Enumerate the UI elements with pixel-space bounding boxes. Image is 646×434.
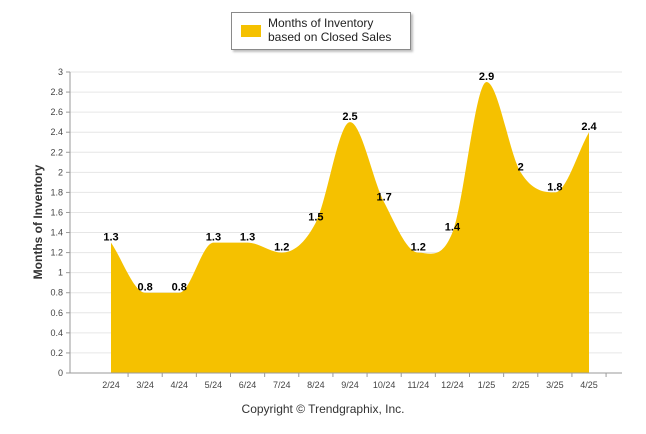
x-tick-label: 3/24 bbox=[136, 380, 154, 390]
y-tick-label: 0.4 bbox=[50, 328, 63, 338]
x-tick-label: 1/25 bbox=[478, 380, 496, 390]
data-label: 2.4 bbox=[581, 121, 597, 133]
x-tick-label: 4/24 bbox=[171, 380, 189, 390]
y-tick-label: 1.8 bbox=[50, 187, 63, 197]
legend: Months of Inventory based on Closed Sale… bbox=[231, 12, 411, 50]
data-label: 1.8 bbox=[547, 181, 562, 193]
legend-swatch bbox=[241, 25, 261, 37]
y-axis-title: Months of Inventory bbox=[31, 164, 45, 279]
y-tick-label: 0.8 bbox=[50, 288, 63, 298]
y-tick-label: 1.6 bbox=[50, 207, 63, 217]
y-tick-label: 2.2 bbox=[50, 147, 63, 157]
x-tick-label: 2/25 bbox=[512, 380, 530, 390]
data-label: 0.8 bbox=[172, 282, 187, 294]
x-tick-label: 8/24 bbox=[307, 380, 325, 390]
y-tick-label: 1.4 bbox=[50, 228, 63, 238]
y-tick-label: 0.2 bbox=[50, 348, 63, 358]
data-label: 2.5 bbox=[342, 111, 357, 123]
data-label: 1.7 bbox=[376, 191, 391, 203]
y-tick-label: 0 bbox=[58, 368, 63, 378]
x-tick-label: 5/24 bbox=[205, 380, 223, 390]
y-tick-label: 2 bbox=[58, 167, 63, 177]
y-tick-labels: 0 0.2 0.4 0.6 0.8 1 1.2 1.4 1.6 1.8 2 2.2 2.4 2.6 2.8 3 bbox=[50, 67, 63, 378]
y-tick-label: 2.8 bbox=[50, 87, 63, 97]
data-label: 1.2 bbox=[274, 242, 289, 254]
data-label: 2 bbox=[518, 161, 524, 173]
x-tick-label: 9/24 bbox=[341, 380, 359, 390]
y-tick-label: 3 bbox=[58, 67, 63, 77]
data-label: 1.4 bbox=[445, 222, 461, 234]
data-label: 0.8 bbox=[137, 282, 152, 294]
y-tick-label: 2.6 bbox=[50, 107, 63, 117]
x-tick-label: 3/25 bbox=[546, 380, 564, 390]
y-tick-label: 1 bbox=[58, 268, 63, 278]
data-labels: 1.3 0.8 0.8 1.3 1.3 1.2 1.5 2.5 1.7 1.2 1.4 2.9 2 1.8… bbox=[103, 71, 597, 294]
data-label: 1.3 bbox=[103, 232, 118, 244]
x-tick-label: 11/24 bbox=[407, 380, 429, 390]
x-tick-label: 10/24 bbox=[373, 380, 396, 390]
x-tick-label: 6/24 bbox=[239, 380, 257, 390]
data-label: 2.9 bbox=[479, 71, 494, 83]
y-tick-label: 0.6 bbox=[50, 308, 63, 318]
x-tick-labels: 2/24 3/24 4/24 5/24 6/24 7/24 8/24 9/24 10/24 11/… bbox=[102, 373, 607, 390]
y-tick-label: 2.4 bbox=[50, 127, 63, 137]
series-area bbox=[110, 81, 590, 374]
x-tick-label: 12/24 bbox=[441, 380, 464, 390]
x-tick-label: 4/25 bbox=[580, 380, 598, 390]
data-label: 1.2 bbox=[411, 242, 426, 254]
series-area-shape bbox=[111, 82, 589, 374]
legend-label: Months of Inventory based on Closed Sale… bbox=[268, 16, 392, 44]
data-label: 1.3 bbox=[206, 232, 221, 244]
data-label: 1.3 bbox=[240, 232, 255, 244]
copyright-text: Copyright © Trendgraphix, Inc. bbox=[241, 402, 405, 416]
x-tick-label: 2/24 bbox=[102, 380, 120, 390]
data-label: 1.5 bbox=[308, 212, 323, 224]
x-tick-label: 7/24 bbox=[273, 380, 291, 390]
y-tick-label: 1.2 bbox=[50, 248, 63, 258]
